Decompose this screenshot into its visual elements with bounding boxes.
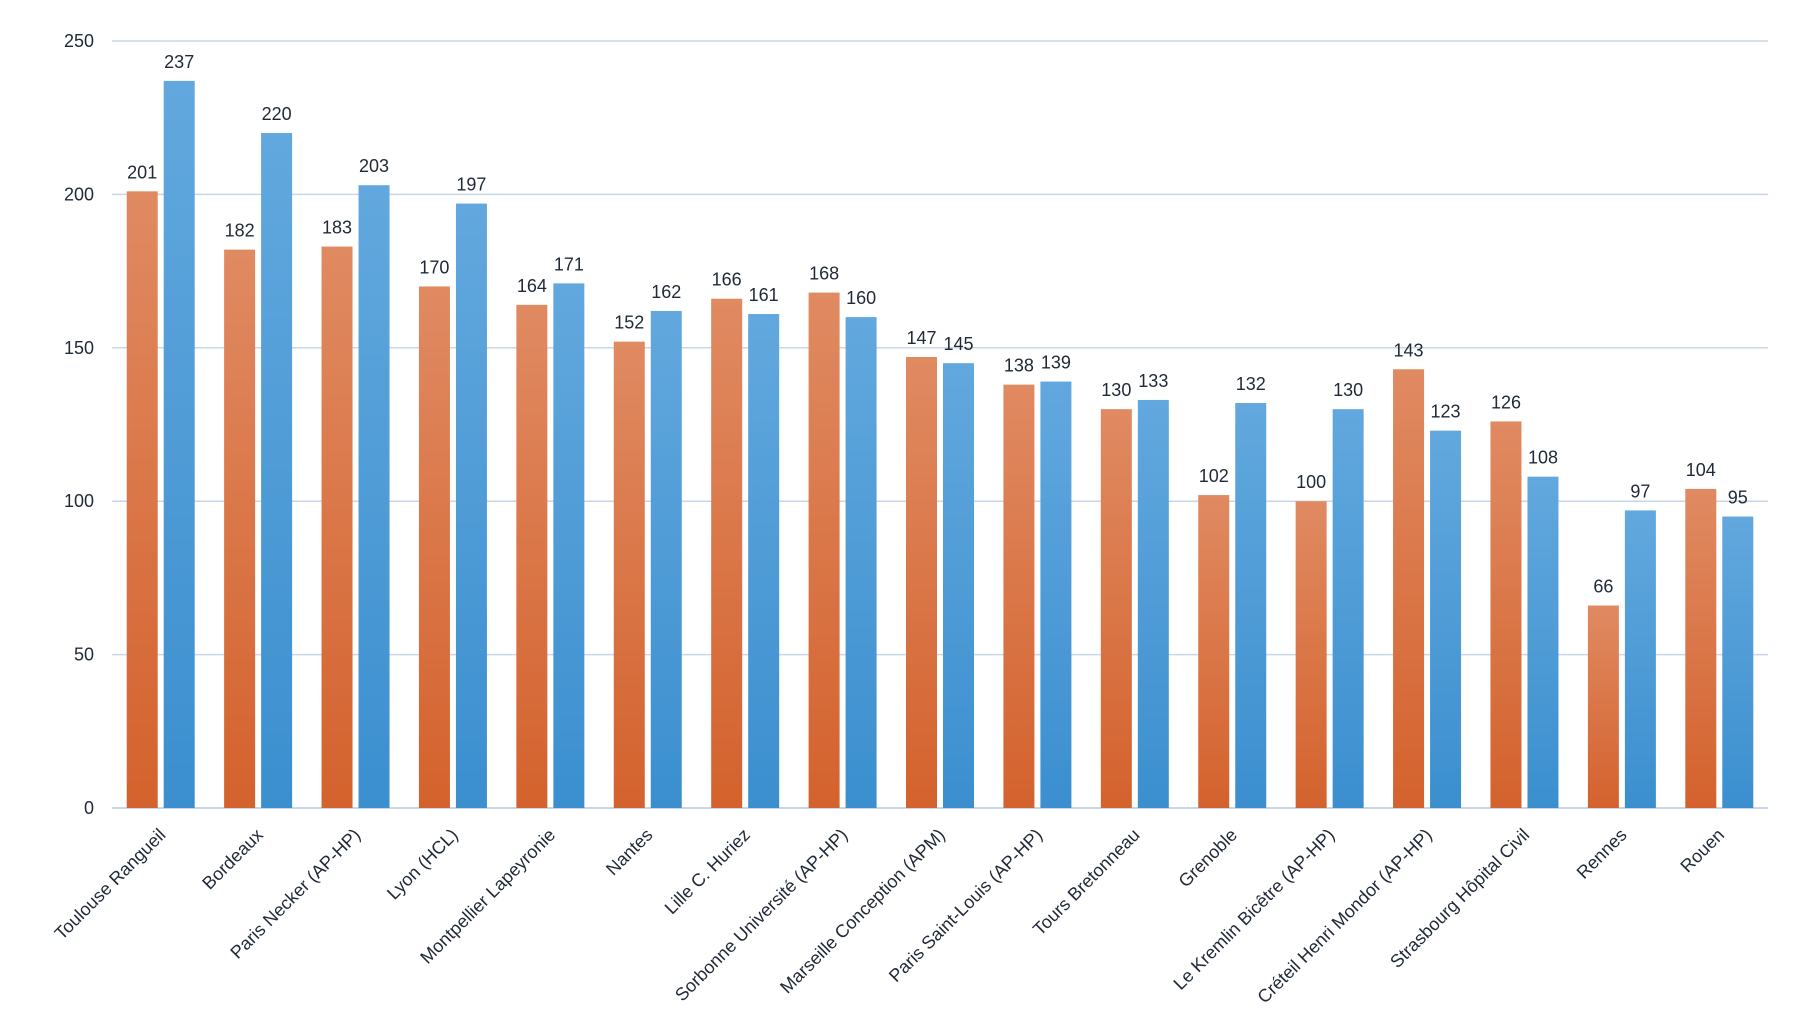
y-tick-label: 50: [74, 645, 94, 665]
data-label: 130: [1101, 380, 1131, 400]
bar-series2-9: [1040, 381, 1072, 808]
bar-series2-11: [1235, 403, 1267, 808]
bar-series2-12: [1332, 409, 1364, 808]
x-tick-label: Lille C. Huriez: [661, 825, 754, 918]
data-label: 143: [1394, 340, 1424, 360]
bar-series1-2: [321, 246, 353, 808]
data-label: 139: [1041, 353, 1071, 373]
data-label: 183: [322, 218, 352, 238]
y-tick-label: 0: [84, 798, 94, 818]
x-tick-label: Grenoble: [1175, 825, 1242, 892]
x-tick-label: Rouen: [1676, 825, 1728, 877]
bar-series1-4: [516, 304, 548, 808]
x-tick-label: Nantes: [602, 825, 656, 879]
data-label: 161: [749, 285, 779, 305]
data-label: 104: [1686, 460, 1716, 480]
x-tick-label: Le Kremlin Bicêtre (AP-HP): [1169, 825, 1338, 994]
data-label: 237: [164, 52, 194, 72]
bar-series2-5: [650, 310, 682, 808]
data-label: 203: [359, 156, 389, 176]
x-tick-label: Bordeaux: [198, 825, 267, 894]
data-label: 100: [1296, 472, 1326, 492]
data-label: 171: [554, 254, 584, 274]
data-label: 197: [456, 175, 486, 195]
bar-series1-5: [613, 341, 645, 808]
data-label: 160: [846, 288, 876, 308]
data-label: 138: [1004, 356, 1034, 376]
bars: [126, 80, 1754, 809]
x-tick-label: Lyon (HCL): [383, 825, 462, 904]
data-label: 147: [906, 328, 936, 348]
bar-series1-15: [1587, 605, 1619, 808]
y-tick-label: 200: [64, 184, 94, 204]
data-label: 95: [1728, 488, 1748, 508]
bar-series2-4: [553, 283, 585, 808]
y-tick-label: 100: [64, 491, 94, 511]
bar-series1-7: [808, 292, 840, 808]
bar-series2-6: [748, 314, 780, 808]
data-label: 145: [943, 334, 973, 354]
bar-series1-12: [1295, 501, 1327, 808]
data-label: 66: [1593, 577, 1613, 597]
data-label: 162: [651, 282, 681, 302]
data-label: 170: [419, 257, 449, 277]
data-label: 130: [1333, 380, 1363, 400]
bar-series1-9: [1003, 384, 1035, 808]
bar-series2-15: [1624, 510, 1656, 808]
bar-series2-7: [845, 317, 877, 808]
y-tick-label: 150: [64, 338, 94, 358]
bar-series1-3: [418, 286, 450, 808]
data-label: 152: [614, 313, 644, 333]
x-tick-label: Tours Bretonneau: [1029, 825, 1144, 940]
bar-series2-0: [163, 80, 195, 808]
data-labels: 201 237 182 220 183 203 170 197 164 171 152 162 166 1…: [127, 52, 1748, 597]
y-axis-ticks: 0 50 100 150 200 250: [64, 31, 94, 818]
bar-series2-10: [1137, 399, 1169, 808]
bar-series1-0: [126, 191, 158, 808]
x-tick-label: Rennes: [1573, 825, 1631, 883]
data-label: 108: [1528, 448, 1558, 468]
data-label: 132: [1236, 374, 1266, 394]
bar-series1-1: [224, 249, 256, 808]
x-tick-label: Créteil Henri Mondor (AP-HP): [1253, 825, 1435, 1007]
data-label: 182: [225, 221, 255, 241]
data-label: 126: [1491, 392, 1521, 412]
data-label: 220: [262, 104, 292, 124]
data-label: 97: [1630, 481, 1650, 501]
y-tick-label: 250: [64, 31, 94, 51]
data-label: 164: [517, 276, 547, 296]
data-label: 133: [1138, 371, 1168, 391]
bar-series2-1: [261, 133, 293, 809]
bar-series2-3: [455, 203, 487, 808]
data-label: 166: [712, 270, 742, 290]
bar-series1-10: [1100, 409, 1132, 808]
bar-series1-8: [906, 357, 937, 808]
bar-series2-13: [1430, 430, 1462, 808]
bar-series1-14: [1490, 421, 1522, 808]
bar-series2-8: [943, 363, 974, 808]
bar-series2-14: [1527, 476, 1559, 808]
bar-series1-6: [711, 298, 743, 808]
data-label: 201: [127, 162, 157, 182]
bar-series1-13: [1393, 369, 1425, 808]
data-label: 102: [1199, 466, 1229, 486]
x-tick-label: Marseille Conception (APM): [776, 825, 949, 998]
bar-series2-2: [358, 185, 390, 809]
bar-series1-16: [1685, 488, 1717, 808]
x-tick-label: Sorbonne Université (AP-HP): [671, 825, 851, 1005]
data-label: 123: [1431, 402, 1461, 422]
x-tick-label: Toulouse Rangueil: [51, 825, 170, 944]
bar-series1-11: [1198, 495, 1230, 808]
data-label: 168: [809, 264, 839, 284]
bar-series2-16: [1722, 516, 1754, 808]
